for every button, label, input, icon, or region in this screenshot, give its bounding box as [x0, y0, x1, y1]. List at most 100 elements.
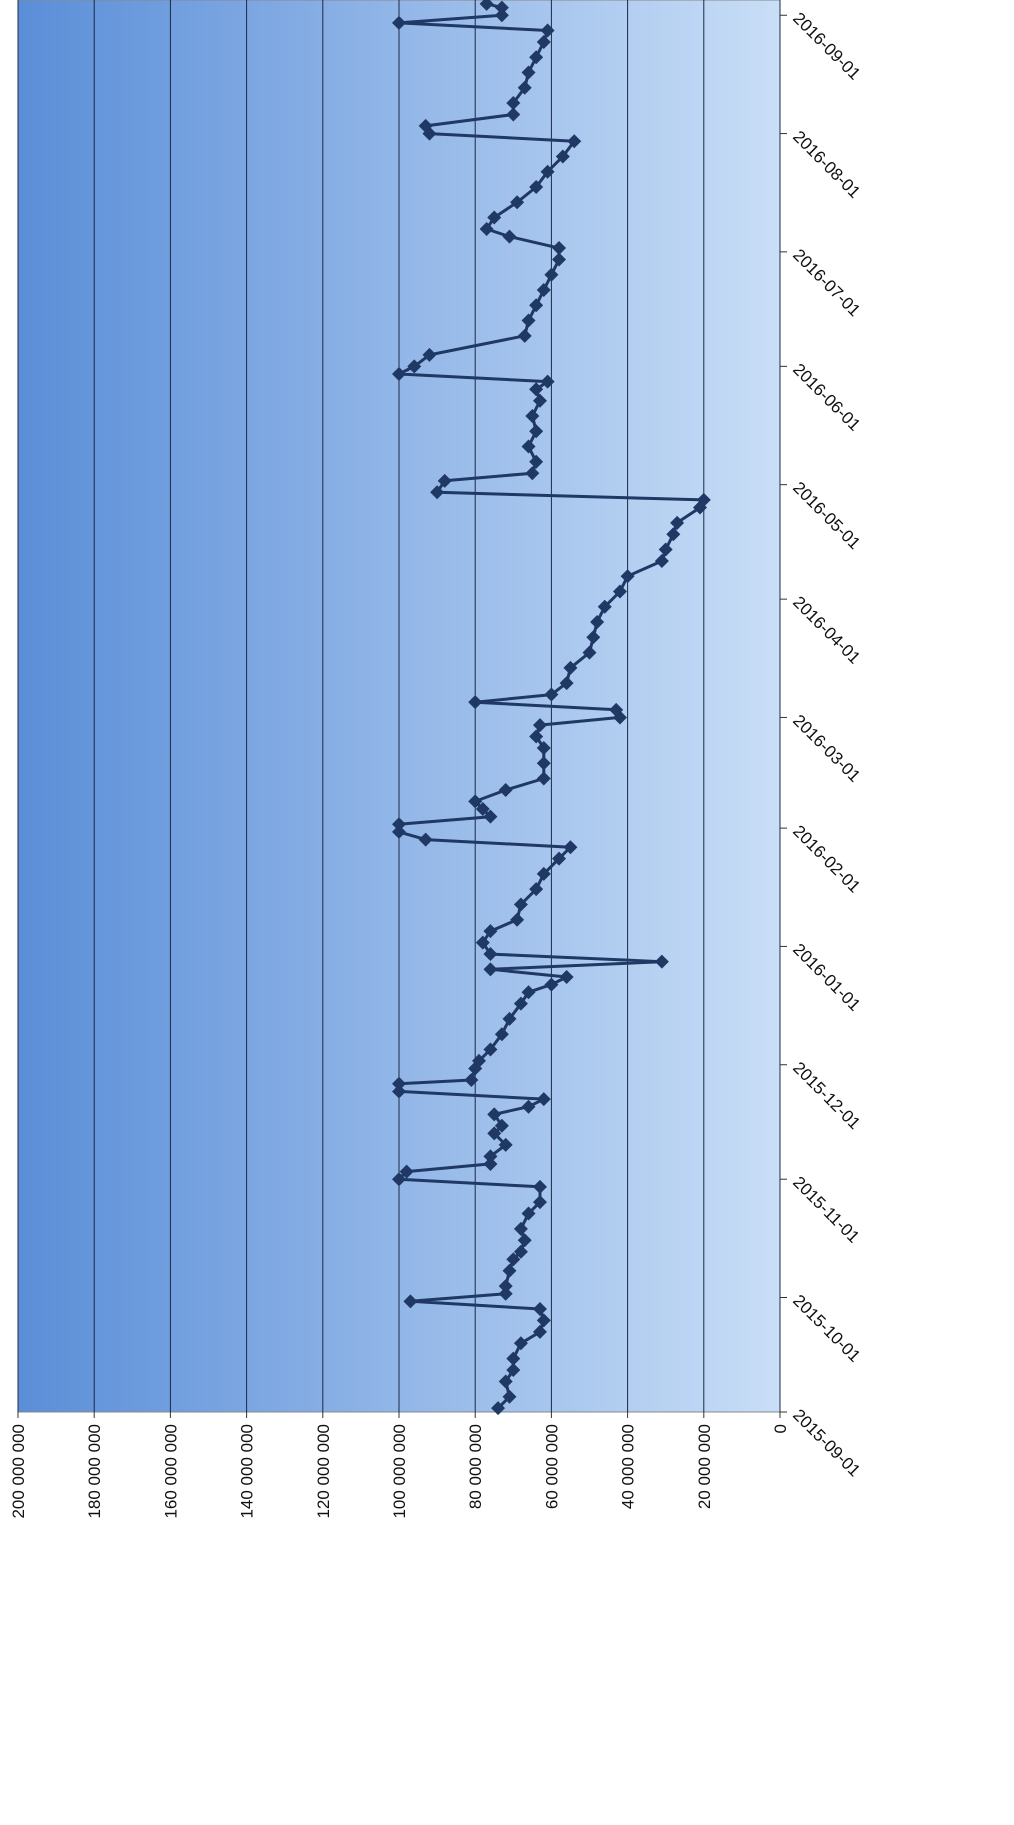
marker — [532, 393, 547, 408]
marker — [517, 80, 532, 95]
marker — [567, 134, 582, 149]
marker — [483, 924, 498, 939]
marker — [392, 15, 406, 30]
marker — [502, 1389, 517, 1404]
y-tick-label: 60 000 000 — [542, 1424, 561, 1509]
x-tick-label: 2015-09-01 — [789, 1405, 864, 1480]
marker — [521, 439, 536, 454]
marker — [392, 1172, 406, 1187]
marker — [483, 1042, 498, 1057]
marker — [418, 832, 433, 847]
marker — [536, 740, 551, 755]
marker — [529, 882, 544, 897]
marker — [582, 645, 597, 660]
marker — [506, 1363, 521, 1378]
marker — [540, 374, 555, 389]
marker — [532, 1301, 547, 1316]
y-tick-label: 20 000 000 — [695, 1424, 714, 1509]
marker — [529, 382, 544, 397]
x-tick-label: 2015-12-01 — [789, 1058, 864, 1133]
marker — [487, 210, 502, 225]
marker — [612, 584, 627, 599]
x-tick-label: 2016-01-01 — [789, 940, 864, 1015]
marker — [392, 817, 406, 832]
marker — [532, 1179, 547, 1194]
marker — [552, 241, 567, 256]
marker — [513, 897, 528, 912]
marker — [468, 794, 483, 809]
marker — [430, 485, 445, 500]
marker — [555, 149, 570, 164]
marker — [654, 954, 669, 969]
marker — [506, 107, 521, 122]
series-line — [397, 2, 706, 1410]
marker — [536, 1313, 551, 1328]
marker — [559, 969, 574, 984]
y-tick-label: 180 000 000 — [85, 1424, 104, 1519]
marker — [494, 0, 509, 15]
marker — [407, 359, 422, 374]
marker — [479, 221, 494, 236]
marker — [532, 718, 547, 733]
marker — [586, 630, 601, 645]
marker — [517, 328, 532, 343]
marker — [529, 179, 544, 194]
marker — [422, 347, 437, 362]
marker — [544, 687, 559, 702]
marker — [521, 1206, 536, 1221]
marker — [529, 298, 544, 313]
marker — [392, 824, 406, 839]
marker — [521, 985, 536, 1000]
marker — [552, 252, 567, 267]
marker — [525, 466, 540, 481]
marker — [483, 947, 498, 962]
marker — [529, 50, 544, 65]
y-tick-label: 100 000 000 — [390, 1424, 409, 1519]
x-tick-label: 2016-02-01 — [789, 822, 864, 897]
marker — [532, 1195, 547, 1210]
marker — [696, 492, 711, 507]
marker — [437, 473, 452, 488]
x-tick-label: 2016-05-01 — [789, 478, 864, 553]
y-tick-label: 80 000 000 — [466, 1424, 485, 1509]
marker — [483, 962, 498, 977]
marker — [487, 1107, 502, 1122]
marker — [479, 0, 494, 11]
marker — [536, 866, 551, 881]
marker — [513, 996, 528, 1011]
marker — [392, 1084, 406, 1099]
marker — [494, 1118, 509, 1133]
marker — [502, 1263, 517, 1278]
y-tick-label: 140 000 000 — [238, 1424, 257, 1519]
marker — [590, 615, 605, 630]
marker — [483, 809, 498, 824]
x-tick-label: 2016-06-01 — [789, 360, 864, 435]
marker — [521, 65, 536, 80]
marker — [392, 1076, 406, 1091]
x-tick-label: 2016-08-01 — [789, 127, 864, 202]
y-tick-label: 200 000 000 — [9, 1424, 28, 1519]
marker — [498, 782, 513, 797]
marker — [498, 1374, 513, 1389]
marker — [670, 515, 685, 530]
marker — [418, 118, 433, 133]
marker — [654, 553, 669, 568]
marker — [510, 195, 525, 210]
marker — [502, 1011, 517, 1026]
marker — [472, 1053, 487, 1068]
marker — [536, 283, 551, 298]
x-tick-label: 2016-09-01 — [789, 9, 864, 84]
marker — [597, 599, 612, 614]
marker — [392, 366, 406, 381]
marker — [552, 851, 567, 866]
marker — [491, 1401, 506, 1416]
marker — [483, 1156, 498, 1171]
x-tick-label: 2016-03-01 — [789, 711, 864, 786]
marker — [506, 1252, 521, 1267]
marker — [513, 1221, 528, 1236]
marker — [513, 1244, 528, 1259]
marker — [544, 267, 559, 282]
x-tick-label: 2015-11-01 — [789, 1173, 863, 1247]
marker — [494, 8, 509, 23]
